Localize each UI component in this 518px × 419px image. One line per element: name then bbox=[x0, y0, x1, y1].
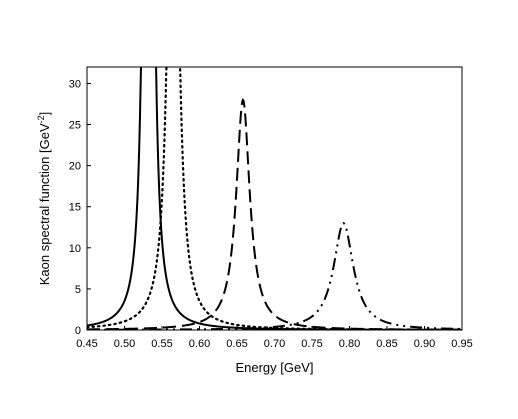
series-solid-line bbox=[87, 67, 462, 330]
x-tick-label: 0.60 bbox=[189, 338, 210, 350]
x-tick-label: 0.85 bbox=[376, 338, 397, 350]
y-tick-label: 15 bbox=[69, 202, 81, 214]
y-tick-label: 25 bbox=[69, 120, 81, 132]
x-tick-label: 0.65 bbox=[226, 338, 247, 350]
series-dash-dot-dot-line bbox=[87, 222, 462, 330]
x-tick-label: 0.45 bbox=[76, 338, 97, 350]
x-tick-label: 0.50 bbox=[114, 338, 135, 350]
x-tick-label: 0.80 bbox=[339, 338, 360, 350]
x-tick-label: 0.55 bbox=[151, 338, 172, 350]
x-tick-label: 0.95 bbox=[451, 338, 472, 350]
plot-frame bbox=[86, 66, 463, 331]
y-tick-label: 20 bbox=[69, 161, 81, 173]
x-tick-label: 0.70 bbox=[264, 338, 285, 350]
series-dashed-line bbox=[87, 98, 462, 330]
series-dotted-line bbox=[87, 67, 462, 330]
x-tick-label: 0.75 bbox=[301, 338, 322, 350]
y-axis-label-main: Kaon spectral function [GeV bbox=[37, 123, 52, 285]
x-axis-label: Energy [GeV] bbox=[235, 360, 313, 375]
y-axis-label: Kaon spectral function [GeV-2] bbox=[36, 112, 52, 286]
y-axis-label-superscript: -2 bbox=[36, 115, 46, 123]
y-tick-label: 5 bbox=[75, 284, 81, 296]
x-tick-label: 0.90 bbox=[414, 338, 435, 350]
y-tick-label: 10 bbox=[69, 243, 81, 255]
y-axis-label-close: ] bbox=[37, 112, 52, 116]
y-tick-label: 0 bbox=[75, 325, 81, 337]
y-tick-label: 30 bbox=[69, 78, 81, 90]
